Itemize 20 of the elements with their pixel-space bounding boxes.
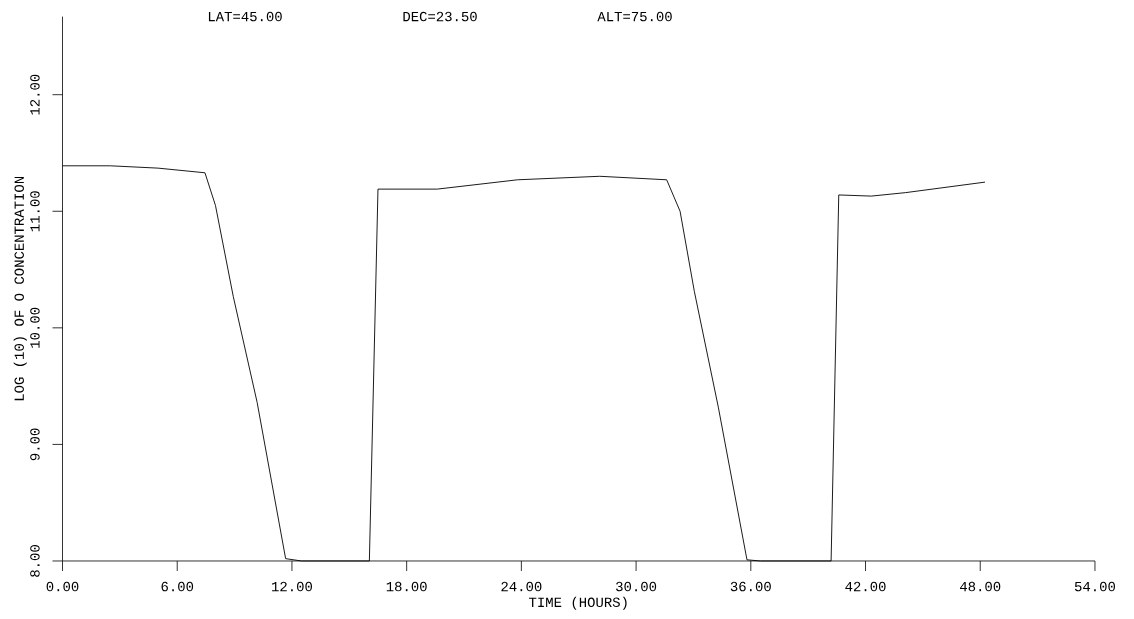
y-axis-title: LOG (10) OF O CONCENTRATION xyxy=(13,176,27,401)
x-tick-label: 48.00 xyxy=(960,581,1001,592)
y-tick-label: 11.00 xyxy=(30,191,40,232)
x-axis-title: TIME (HOURS) xyxy=(529,596,627,610)
y-tick-label: 12.00 xyxy=(30,74,40,115)
x-tick-label: 36.00 xyxy=(730,581,771,592)
y-tick-label: 9.00 xyxy=(30,428,40,461)
y-tick-label: 10.00 xyxy=(30,307,40,348)
x-tick-label: 0.00 xyxy=(46,581,79,592)
x-tick-label: 42.00 xyxy=(845,581,886,592)
x-tick-label: 24.00 xyxy=(501,581,542,592)
x-tick-label: 54.00 xyxy=(1074,581,1116,592)
annotation: DEC=23.50 xyxy=(403,11,477,22)
x-tick-label: 12.00 xyxy=(272,581,313,592)
annotation: LAT=45.00 xyxy=(208,11,282,22)
x-tick-label: 6.00 xyxy=(161,581,194,592)
y-tick-label: 8.00 xyxy=(30,545,40,577)
x-tick-label: 30.00 xyxy=(616,581,657,592)
annotation: ALT=75.00 xyxy=(597,11,672,22)
x-tick-label: 18.00 xyxy=(386,581,427,592)
